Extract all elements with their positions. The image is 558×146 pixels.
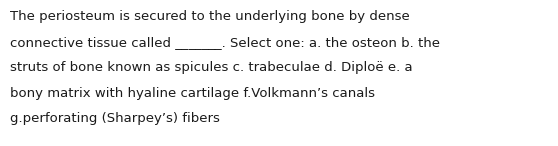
Text: The periosteum is secured to the underlying bone by dense: The periosteum is secured to the underly… (10, 10, 410, 23)
Text: connective tissue called _______. Select one: a. the osteon b. the: connective tissue called _______. Select… (10, 36, 440, 49)
Text: g.perforating (Sharpey’s) fibers: g.perforating (Sharpey’s) fibers (10, 112, 220, 125)
Text: bony matrix with hyaline cartilage f.Volkmann’s canals: bony matrix with hyaline cartilage f.Vol… (10, 87, 375, 100)
Text: struts of bone known as spicules c. trabeculae d. Diploë e. a: struts of bone known as spicules c. trab… (10, 61, 413, 74)
